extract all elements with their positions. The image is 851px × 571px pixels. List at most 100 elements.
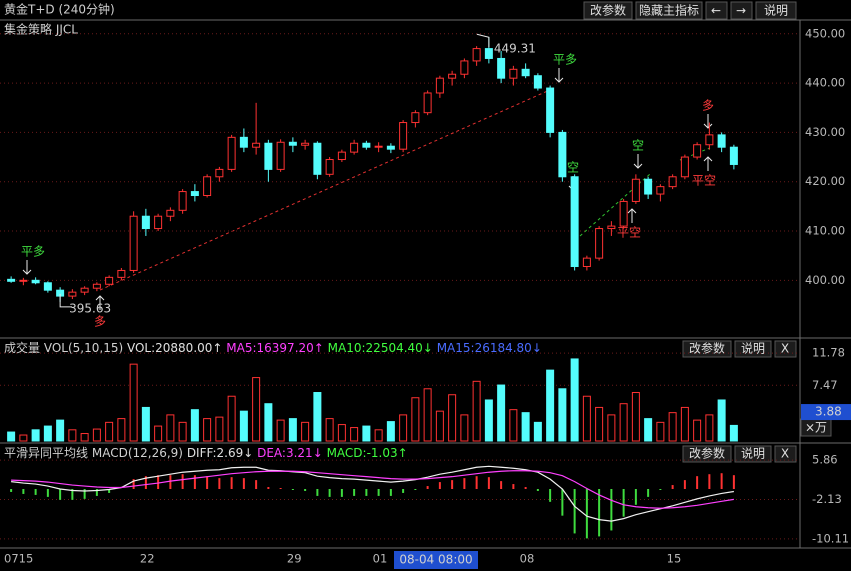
volume-bar bbox=[460, 414, 469, 442]
macd-line bbox=[11, 470, 734, 509]
window-title: 黄金T+D (240分钟) bbox=[4, 2, 115, 17]
candle-body bbox=[484, 48, 493, 59]
button-label[interactable]: 说明 bbox=[764, 3, 788, 18]
candle-body bbox=[460, 60, 469, 75]
unit-button[interactable]: ×万 bbox=[800, 418, 832, 437]
button[interactable]: 隐藏主指标 bbox=[635, 1, 703, 20]
panel-name: 平滑异同平均线 bbox=[4, 446, 88, 460]
volume-bar bbox=[178, 421, 187, 442]
candle-body bbox=[141, 215, 150, 230]
candle-body bbox=[717, 134, 726, 148]
button[interactable]: ← bbox=[705, 1, 728, 20]
volume-bar bbox=[386, 421, 395, 442]
candle-body bbox=[582, 257, 591, 268]
y-tick-label: 440.00 bbox=[805, 76, 845, 90]
candle-body bbox=[252, 142, 261, 148]
signal-arrow bbox=[703, 156, 713, 171]
volume-bar bbox=[399, 414, 408, 442]
button[interactable]: 说明 bbox=[734, 445, 772, 463]
volume-bar bbox=[166, 414, 175, 442]
button-label[interactable]: 说明 bbox=[741, 446, 765, 461]
candle-body bbox=[129, 215, 138, 271]
button-label[interactable]: 隐藏主指标 bbox=[639, 3, 699, 18]
candle-body bbox=[644, 178, 653, 195]
volume-bar bbox=[619, 403, 628, 442]
button-label[interactable]: X bbox=[781, 342, 789, 356]
y-tick-label: 410.00 bbox=[805, 224, 845, 238]
button-label[interactable]: X bbox=[781, 447, 789, 461]
candle-body bbox=[693, 144, 702, 158]
current-value-box bbox=[801, 404, 851, 421]
candle-body bbox=[105, 276, 114, 285]
volume-bar bbox=[141, 406, 150, 442]
volume-bar bbox=[607, 414, 616, 442]
button[interactable]: 改参数 bbox=[682, 340, 732, 358]
candle-body bbox=[19, 279, 28, 282]
panel-title: 成交量 VOL(5,10,15) VOL:20880.00↑ MA5:16397… bbox=[4, 340, 542, 355]
button-label[interactable]: ← bbox=[711, 4, 721, 18]
volume-bar bbox=[239, 410, 248, 442]
button[interactable]: → bbox=[730, 1, 753, 20]
volume-bar bbox=[215, 416, 224, 442]
button-label[interactable]: 说明 bbox=[741, 341, 765, 356]
candle-body bbox=[313, 142, 322, 175]
candle-body bbox=[92, 283, 101, 289]
signal-arrow bbox=[633, 154, 643, 169]
button-label[interactable]: 改参数 bbox=[689, 446, 725, 461]
current-value: 3.88 bbox=[815, 405, 842, 419]
volume-bar bbox=[533, 421, 542, 442]
candle-body bbox=[117, 269, 126, 278]
button[interactable]: 说明 bbox=[734, 340, 772, 358]
candle-body bbox=[497, 57, 506, 79]
volume-bar bbox=[558, 388, 567, 442]
x-tick-label: 29 bbox=[287, 552, 302, 566]
button-label[interactable]: 改参数 bbox=[590, 3, 626, 18]
candle-body bbox=[374, 145, 383, 148]
button-label[interactable]: → bbox=[736, 4, 746, 18]
volume-bar bbox=[411, 397, 420, 442]
volume-bar bbox=[92, 428, 101, 442]
signal-arrow bbox=[554, 68, 564, 83]
button[interactable]: 改参数 bbox=[583, 1, 633, 20]
volume-bar bbox=[472, 380, 481, 442]
button[interactable]: X bbox=[774, 340, 797, 358]
candle-body bbox=[399, 122, 408, 150]
button[interactable]: 改参数 bbox=[682, 445, 732, 463]
x-tick-label: 08 bbox=[520, 552, 535, 566]
candle-body bbox=[178, 191, 187, 211]
candle-body bbox=[288, 141, 297, 146]
readout: VOL:20880.00↑ bbox=[127, 341, 222, 355]
volume-bar bbox=[325, 418, 334, 442]
volume-bar bbox=[693, 419, 702, 442]
candle-body bbox=[166, 209, 175, 217]
button[interactable]: X bbox=[774, 445, 797, 463]
candle-body bbox=[350, 142, 359, 153]
volume-bar bbox=[509, 409, 518, 442]
y-tick-label: -2.13 bbox=[812, 492, 842, 506]
candle-body bbox=[631, 178, 640, 202]
volume-bar bbox=[656, 421, 665, 442]
signal: 空 bbox=[567, 161, 579, 175]
candle-body bbox=[68, 291, 77, 297]
volume-bar bbox=[252, 377, 261, 442]
volume-bar bbox=[374, 429, 383, 442]
signal: 平空 bbox=[692, 174, 716, 188]
volume-bar bbox=[337, 424, 346, 442]
button-label[interactable]: ×万 bbox=[805, 421, 827, 435]
signal: 空 bbox=[632, 139, 644, 153]
volume-bar bbox=[595, 406, 604, 442]
button[interactable]: 说明 bbox=[755, 1, 797, 20]
y-tick-label: 5.86 bbox=[812, 453, 838, 467]
button-label[interactable]: 改参数 bbox=[689, 341, 725, 356]
y-tick-label: 7.47 bbox=[812, 378, 838, 392]
candle-body bbox=[337, 151, 346, 161]
macd-line bbox=[11, 465, 734, 522]
volume-bar bbox=[68, 429, 77, 442]
candle-body bbox=[80, 287, 89, 293]
candle-body bbox=[533, 75, 542, 89]
candle-body bbox=[154, 215, 163, 230]
y-tick-label: -10.11 bbox=[812, 531, 849, 545]
candle-body bbox=[411, 112, 420, 124]
volume-bar bbox=[680, 406, 689, 442]
volume-bar bbox=[301, 421, 310, 442]
